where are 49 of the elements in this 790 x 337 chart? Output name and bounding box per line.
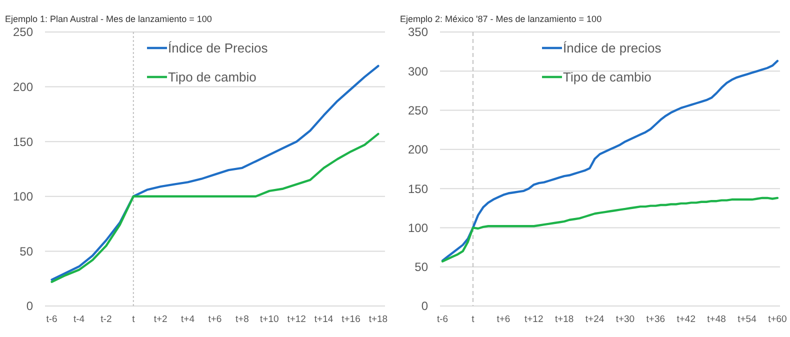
y-tick-label: 300 (408, 64, 428, 78)
x-tick-label: t+6 (496, 314, 510, 325)
x-tick-label: t+30 (616, 314, 635, 325)
x-tick-label: t+60 (768, 314, 787, 325)
y-tick-label: 150 (408, 182, 428, 196)
legend-label: Tipo de cambio (563, 70, 652, 85)
x-tick-label: t-6 (46, 314, 58, 325)
legend-label: Índice de precios (563, 40, 662, 56)
y-tick-label: 200 (12, 80, 34, 94)
chart-title: Ejemplo 1: Plan Austral - Mes de lanzamiento = 100 (5, 14, 212, 24)
y-tick-label: 0 (26, 299, 34, 314)
x-tick-label: t+4 (181, 314, 195, 325)
x-tick-label: t+18 (368, 314, 388, 325)
x-tick-label: t+48 (707, 314, 726, 325)
y-tick-label: 50 (414, 260, 428, 274)
x-tick-label: t+14 (314, 314, 334, 325)
y-tick-label: 200 (408, 142, 428, 157)
x-tick-label: t-6 (436, 314, 448, 325)
line-series (441, 60, 779, 262)
x-tick-label: t+16 (342, 314, 360, 325)
x-tick-label: t+12 (287, 314, 306, 325)
x-tick-label: t+10 (260, 314, 279, 325)
y-tick-label: 100 (12, 190, 34, 204)
y-tick-label: 150 (12, 134, 34, 149)
x-tick-label: t+24 (585, 314, 604, 325)
x-tick-label: t+6 (208, 314, 222, 325)
x-tick-label: t-2 (100, 314, 112, 325)
chart-title: Ejemplo 2: México '87 - Mes de lanzamiento = 100 (400, 14, 602, 24)
x-tick-label: t (472, 314, 475, 325)
x-tick-label: t+36 (646, 314, 666, 325)
line-series (50, 64, 380, 281)
y-tick-label: 250 (408, 103, 428, 118)
legend-label: Tipo de cambio (168, 70, 256, 85)
x-tick-label: t+8 (235, 314, 249, 325)
x-tick-label: t+18 (554, 314, 574, 325)
line-series (50, 132, 380, 283)
x-tick-label: t (132, 314, 136, 325)
x-tick-label: t+42 (676, 314, 696, 325)
x-tick-label: t+2 (154, 314, 168, 325)
y-tick-label: 0 (421, 299, 428, 314)
legend-label: Índice de Precios (168, 40, 268, 56)
y-tick-label: 250 (12, 25, 34, 40)
y-tick-label: 50 (20, 244, 34, 258)
x-tick-label: t-4 (73, 314, 85, 325)
line-series (441, 196, 779, 262)
y-tick-label: 100 (408, 220, 428, 235)
x-tick-label: t+12 (524, 314, 544, 325)
y-tick-label: 350 (408, 25, 428, 40)
x-tick-label: t+54 (738, 314, 756, 325)
